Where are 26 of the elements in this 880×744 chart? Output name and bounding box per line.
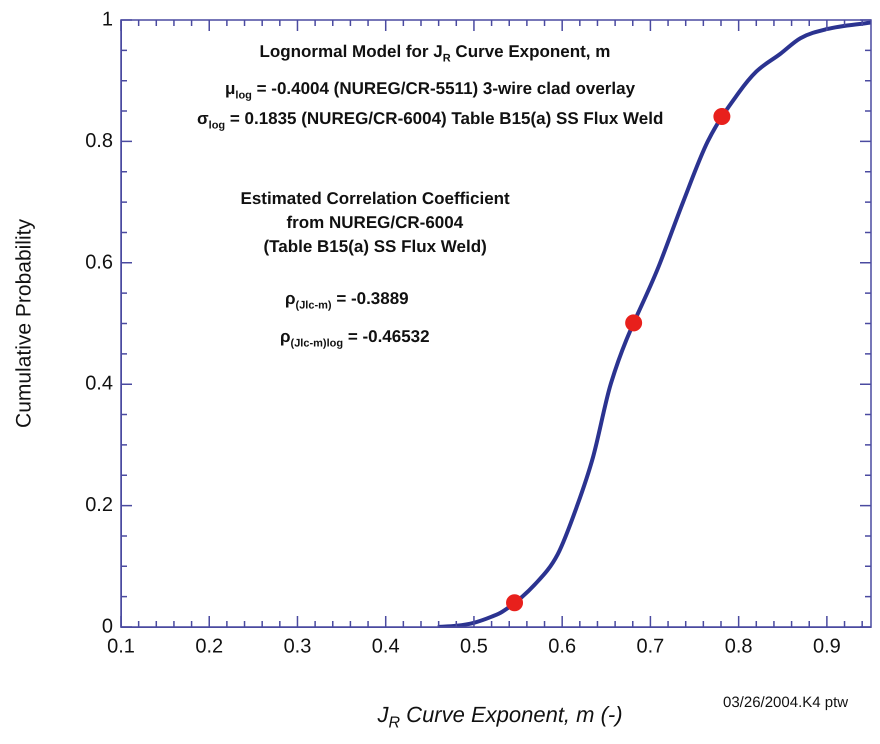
- annotation: ρ$_{(Jlc-m)}$ = -0.3889: [285, 289, 409, 312]
- x-tick-label: 0.2: [195, 636, 224, 658]
- text: 03/26/2004.K4 ptw: [723, 694, 848, 711]
- y-tick-label: 0.2: [85, 494, 113, 516]
- annotation: (Table B15(a) SS Flux Weld): [264, 237, 487, 256]
- annotation: from NUREG/CR-6004: [286, 213, 464, 232]
- annotation: σ$_{log}$ = 0.1835 (NUREG/CR-6004) Table B15(a) SS Flux Weld: [197, 109, 664, 132]
- y-tick-label: 0: [102, 616, 113, 638]
- x-tick-label: 0.9: [812, 636, 841, 658]
- annotation: μ$_{log}$ = -0.4004 (NUREG/CR-5511) 3-wire clad overlay: [225, 79, 636, 102]
- annotation: Estimated Correlation Coefficient: [240, 189, 510, 208]
- x-tick-label: 0.7: [636, 636, 664, 658]
- y-tick-label: 0.6: [85, 251, 113, 274]
- y-tick-label: 0.8: [85, 130, 113, 152]
- y-tick-label: 0.4: [85, 372, 113, 395]
- x-tick-label: 0.4: [372, 636, 400, 658]
- annotation: Lognormal Model for J$_{R}$ Curve Exponent, m: [260, 42, 610, 64]
- x-tick-label: 0.5: [460, 636, 488, 658]
- x-tick-label: 0.1: [107, 636, 135, 658]
- x-axis-title: J$_{R}$ Curve Exponent, m (-): [378, 702, 623, 732]
- x-tick-label: 0.8: [724, 636, 753, 658]
- y-axis-title: Cumulative Probability: [12, 218, 36, 428]
- x-tick-label: 0.6: [548, 636, 576, 658]
- y-tick-label: 1: [102, 8, 113, 31]
- x-tick-label: 0.3: [284, 636, 312, 658]
- annotation: ρ$_{(Jlc-m)log}$ = -0.46532: [280, 327, 430, 350]
